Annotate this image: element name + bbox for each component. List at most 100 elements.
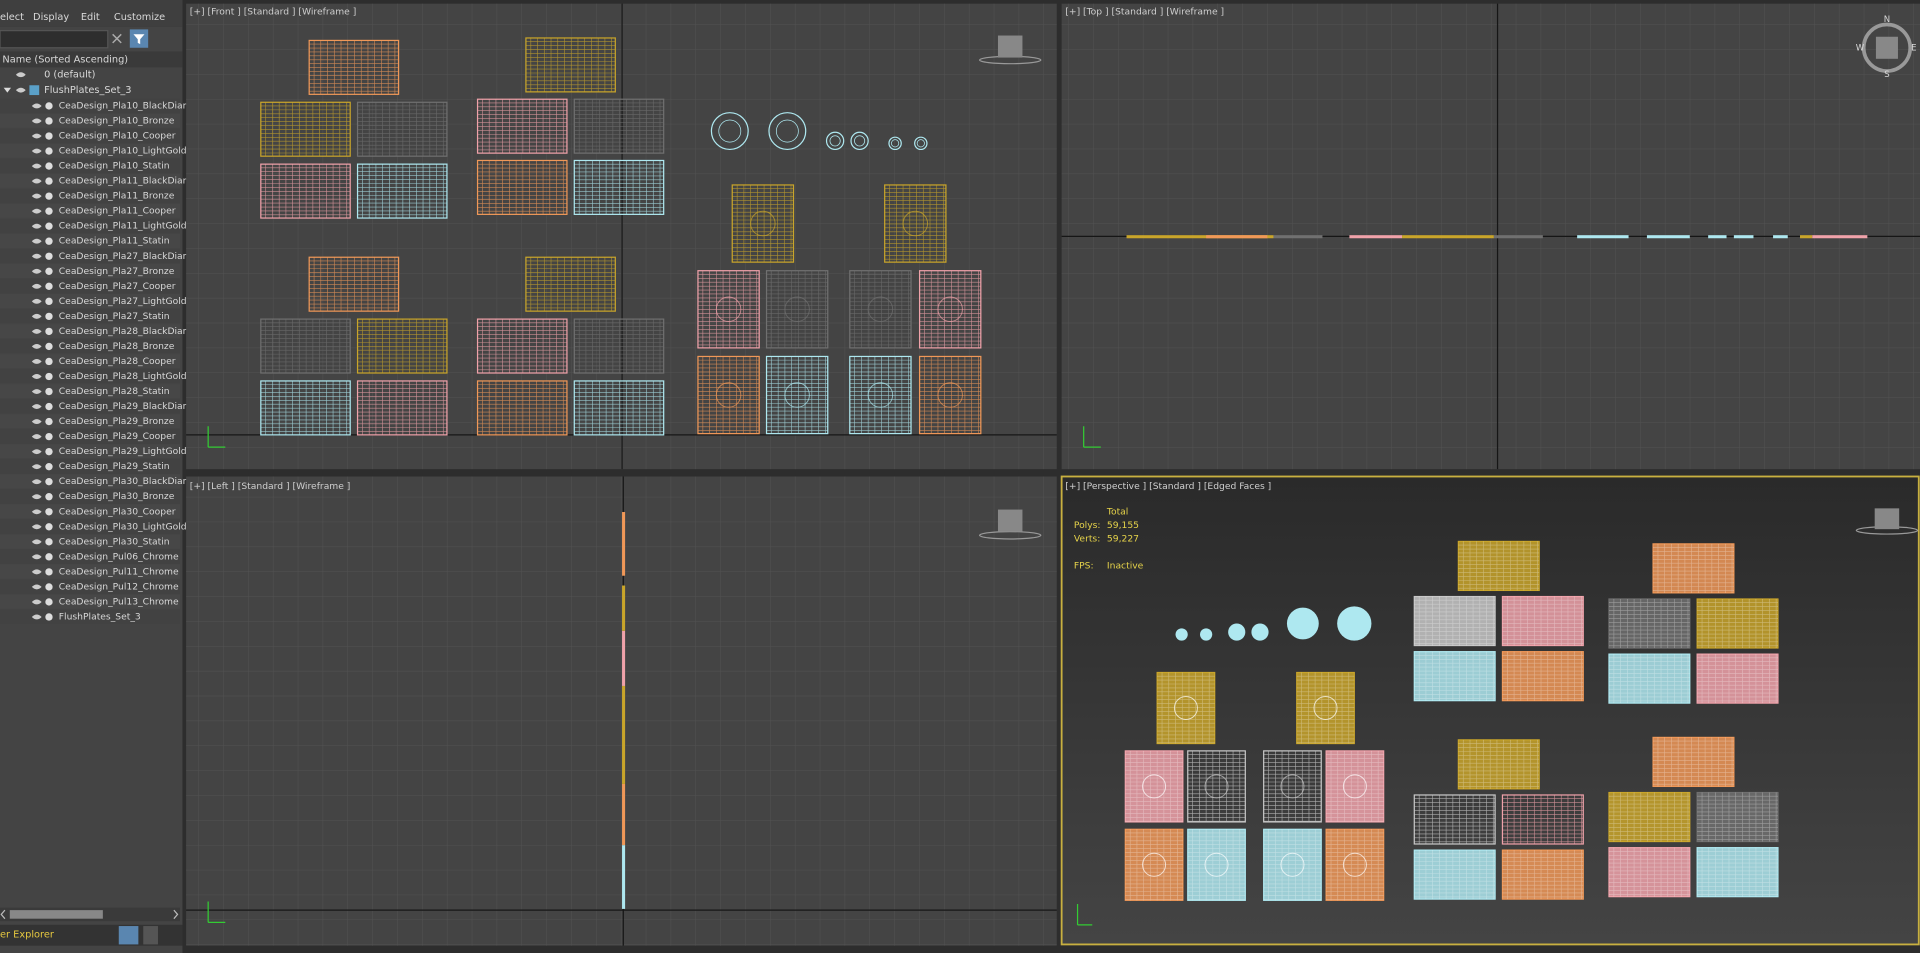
viewport-label[interactable]: [+] [Left ] [Standard ] [Wireframe ]: [190, 481, 351, 492]
menu-item[interactable]: Display: [33, 12, 69, 23]
expand-arrow[interactable]: [3, 87, 12, 93]
scroll-arrows[interactable]: [0, 909, 179, 920]
eye-icon[interactable]: [31, 539, 42, 545]
view-cube[interactable]: [1855, 508, 1919, 535]
eye-icon[interactable]: [15, 72, 26, 78]
object-row[interactable]: CeaDesign_Pla28_Bronze: [59, 341, 175, 352]
eye-icon[interactable]: [31, 569, 42, 575]
wire-box: [884, 184, 947, 263]
explorer-name[interactable]: er Explorer: [0, 930, 55, 941]
eye-icon[interactable]: [31, 449, 42, 455]
view-cube-top[interactable]: N W E S: [1856, 15, 1917, 80]
object-row[interactable]: CeaDesign_Pla10_LightGold: [59, 146, 187, 157]
eye-icon[interactable]: [31, 118, 42, 124]
object-row[interactable]: CeaDesign_Pla30_Statin: [59, 536, 170, 547]
cube[interactable]: [997, 509, 1023, 532]
scroll-thumb[interactable]: [9, 910, 103, 919]
view-cube[interactable]: [978, 35, 1042, 65]
layer-button[interactable]: [118, 926, 139, 945]
viewport-label[interactable]: [+] [Front ] [Standard ] [Wireframe ]: [190, 7, 357, 18]
object-row[interactable]: CeaDesign_Pla10_Cooper: [59, 131, 176, 142]
object-row[interactable]: CeaDesign_Pla29_Bronze: [59, 416, 175, 427]
object-row[interactable]: CeaDesign_Pla28_LightGold: [59, 371, 187, 382]
eye-icon[interactable]: [31, 404, 42, 410]
eye-icon[interactable]: [31, 419, 42, 425]
eye-icon[interactable]: [31, 148, 42, 154]
eye-icon[interactable]: [31, 524, 42, 530]
eye-icon[interactable]: [31, 359, 42, 364]
object-row[interactable]: CeaDesign_Pla11_Bronze: [59, 191, 175, 202]
object-row[interactable]: CeaDesign_Pla10_BlackDiamo: [59, 100, 198, 111]
menu-item[interactable]: Edit: [81, 12, 100, 23]
eye-icon[interactable]: [31, 343, 42, 349]
view-cube[interactable]: [978, 509, 1042, 540]
object-row[interactable]: CeaDesign_Pla10_Statin: [59, 161, 170, 172]
eye-icon[interactable]: [31, 223, 42, 229]
object-row[interactable]: CeaDesign_Pla29_Statin: [59, 461, 170, 472]
object-row[interactable]: CeaDesign_Pla29_LightGold: [59, 446, 187, 457]
object-row[interactable]: CeaDesign_Pla11_LightGold: [59, 221, 187, 232]
object-row[interactable]: FlushPlates_Set_3: [59, 611, 141, 622]
object-row[interactable]: CeaDesign_Pla27_Cooper: [59, 281, 176, 292]
object-row[interactable]: CeaDesign_Pul12_Chrome: [59, 581, 179, 592]
cube[interactable]: [1874, 508, 1900, 530]
object-row[interactable]: CeaDesign_Pla11_Cooper: [59, 206, 176, 217]
object-row[interactable]: CeaDesign_Pla30_BlackDiamo: [59, 476, 198, 487]
eye-icon[interactable]: [31, 163, 42, 169]
eye-icon[interactable]: [31, 193, 42, 199]
eye-icon[interactable]: [31, 208, 42, 214]
object-row[interactable]: CeaDesign_Pla27_Statin: [59, 311, 170, 322]
object-row[interactable]: CeaDesign_Pla29_BlackDiamo: [59, 401, 198, 412]
eye-icon[interactable]: [31, 599, 42, 605]
object-row[interactable]: CeaDesign_Pul06_Chrome: [59, 551, 179, 562]
object-row[interactable]: CeaDesign_Pla28_Statin: [59, 386, 170, 397]
clear-icon[interactable]: [112, 33, 122, 44]
viewport-label[interactable]: [+] [Top ] [Standard ] [Wireframe ]: [1065, 7, 1224, 18]
object-row[interactable]: CeaDesign_Pul11_Chrome: [59, 566, 179, 577]
menu-item[interactable]: Customize: [114, 12, 165, 23]
eye-icon[interactable]: [31, 103, 42, 109]
cube[interactable]: [1875, 36, 1898, 59]
menu-item[interactable]: elect: [0, 12, 24, 23]
object-row[interactable]: CeaDesign_Pla10_Bronze: [59, 115, 175, 126]
hierarchy-button[interactable]: [143, 926, 158, 945]
eye-icon[interactable]: [31, 298, 42, 304]
object-icon: [45, 252, 53, 260]
eye-icon[interactable]: [31, 554, 42, 560]
object-row[interactable]: CeaDesign_Pla29_Cooper: [59, 431, 176, 442]
object-row[interactable]: CeaDesign_Pla28_BlackDiamo: [59, 326, 198, 337]
eye-icon[interactable]: [31, 283, 42, 289]
layer-row[interactable]: FlushPlates_Set_3: [44, 85, 131, 96]
object-row[interactable]: CeaDesign_Pla11_Statin: [59, 236, 170, 247]
object-row[interactable]: CeaDesign_Pla27_BlackDiamo: [59, 251, 198, 262]
viewport-label[interactable]: [+] [Perspective ] [Standard ] [Edged Fa…: [1065, 481, 1271, 492]
object-row[interactable]: CeaDesign_Pla27_Bronze: [59, 266, 175, 277]
search-box[interactable]: [0, 30, 109, 49]
object-row[interactable]: CeaDesign_Pla28_Cooper: [59, 356, 176, 367]
eye-icon[interactable]: [31, 434, 42, 440]
layer-row[interactable]: 0 (default): [44, 70, 95, 81]
eye-icon[interactable]: [31, 464, 42, 470]
eye-icon[interactable]: [31, 509, 42, 515]
eye-icon[interactable]: [31, 494, 42, 500]
object-row[interactable]: CeaDesign_Pla30_Cooper: [59, 506, 176, 517]
object-row[interactable]: CeaDesign_Pla27_LightGold: [59, 296, 187, 307]
eye-icon[interactable]: [31, 133, 42, 139]
eye-icon[interactable]: [31, 328, 42, 334]
object-row[interactable]: CeaDesign_Pul13_Chrome: [59, 596, 179, 607]
eye-icon[interactable]: [31, 584, 42, 590]
eye-icon[interactable]: [15, 87, 26, 93]
eye-icon[interactable]: [31, 268, 42, 274]
object-row[interactable]: CeaDesign_Pla30_LightGold: [59, 521, 187, 532]
object-row[interactable]: CeaDesign_Pla30_Bronze: [59, 491, 175, 502]
eye-icon[interactable]: [31, 313, 42, 319]
eye-icon[interactable]: [31, 389, 42, 394]
eye-icon[interactable]: [31, 479, 42, 485]
object-row[interactable]: CeaDesign_Pla11_BlackDiamo: [59, 176, 198, 187]
eye-icon[interactable]: [31, 614, 42, 620]
eye-icon[interactable]: [31, 374, 42, 379]
eye-icon[interactable]: [31, 238, 42, 244]
cube[interactable]: [997, 35, 1023, 58]
eye-icon[interactable]: [31, 178, 42, 184]
eye-icon[interactable]: [31, 253, 42, 259]
